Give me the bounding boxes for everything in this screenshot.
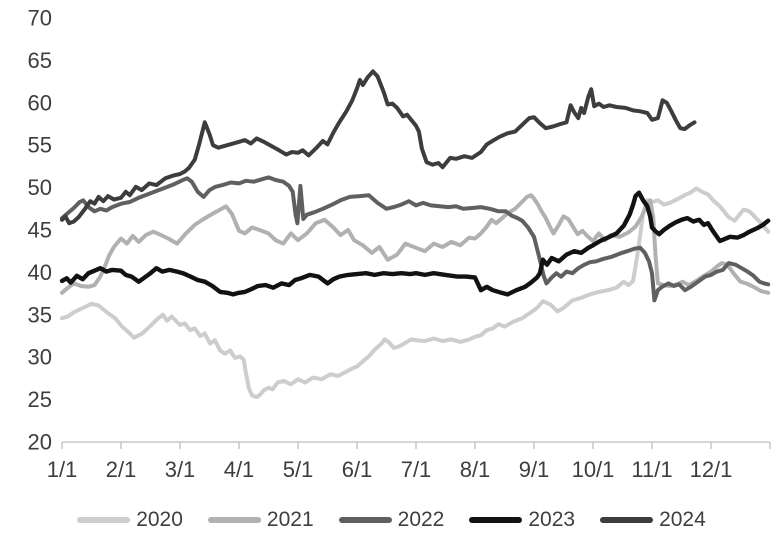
y-tick-label: 50 [28,175,52,200]
legend-swatch-2021 [207,516,261,523]
x-tick-label: 12/1 [690,457,733,482]
legend-label-2023: 2023 [528,508,576,531]
y-tick-label: 45 [28,218,52,243]
y-tick-label: 35 [28,302,52,327]
y-tick-label: 20 [28,430,52,455]
legend-swatch-2022 [338,516,392,523]
y-tick-label: 60 [28,90,52,115]
legend-label-2024: 2024 [659,508,706,531]
x-tick-label: 4/1 [224,457,255,482]
y-tick-label: 40 [28,260,52,285]
x-tick-label: 2/1 [106,457,137,482]
legend-swatch-2024 [600,516,654,523]
y-tick-label: 55 [28,133,52,158]
x-tick-label: 11/1 [631,457,672,482]
x-tick-label: 9/1 [519,457,550,482]
series-line-2020 [60,186,771,400]
y-tick-label: 25 [28,387,52,412]
series-line-2024 [60,69,697,226]
legend-swatch-2023 [469,516,523,523]
line-chart-plot-area: 70 65 60 55 50 45 40 35 30 25 201/1 2/1 3/1 4/1 5/1 6/1… [28,6,771,482]
legend-swatch-2020 [77,516,131,523]
y-tick-label: 65 [28,48,52,73]
legend-item-2024: 2024 [600,509,706,530]
x-tick-label: 6/1 [342,457,373,482]
legend-label-2020: 2020 [136,508,183,531]
x-tick-label: 7/1 [401,457,432,482]
legend-item-2022: 2022 [338,508,445,531]
chart-legend: 2020 2021 2022 2023 2024 [0,509,783,530]
x-tick-label: 8/1 [460,457,491,482]
legend-label-2022: 2022 [397,508,445,531]
y-tick-label: 70 [28,6,52,31]
series-line-2022 [60,175,771,303]
legend-item-2023: 2023 [469,509,575,530]
series-line-2023 [59,190,771,297]
series-line-2021 [60,193,771,295]
legend-item-2021: 2021 [207,508,314,531]
x-tick-label: 1/1 [47,457,78,482]
x-tick-label: 5/1 [283,457,314,482]
y-tick-label: 30 [28,345,52,370]
legend-item-2020: 2020 [77,509,183,530]
x-tick-label: 3/1 [165,457,196,482]
x-tick-label: 10/1 [572,457,615,482]
legend-label-2021: 2021 [266,508,314,531]
